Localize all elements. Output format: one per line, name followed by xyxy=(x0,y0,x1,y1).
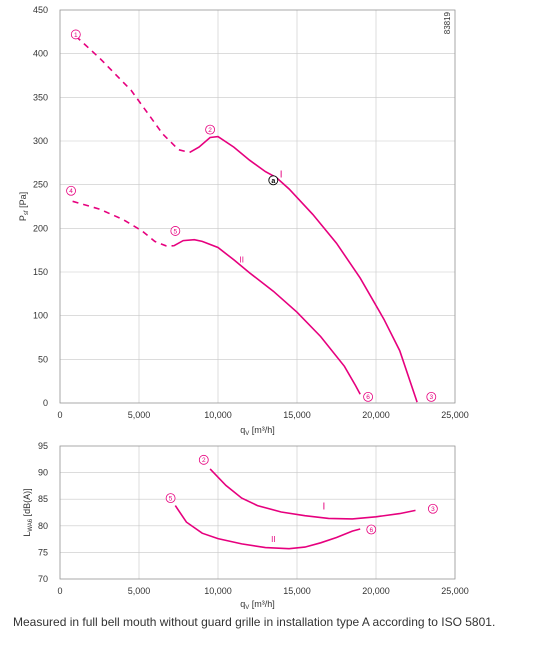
sound-power-chart: 0 5,000 10,000 15,000 20,000 25,000 70 75 80 85 90… xyxy=(22,441,469,611)
x-axis-label: qV [m³/h] xyxy=(240,599,275,611)
marker-label: 6 xyxy=(369,527,373,534)
marker-circle xyxy=(70,29,81,40)
x-tick-label: 20,000 xyxy=(362,586,390,596)
marker-circle xyxy=(198,454,209,465)
curve-point-marker-5: 5 xyxy=(170,226,181,236)
marker-circle xyxy=(426,391,437,402)
figure-code: 83819 xyxy=(443,11,452,34)
curve-point-marker-3: 3 xyxy=(426,391,437,402)
operating-point-label: a xyxy=(271,178,275,185)
y-tick-label: 50 xyxy=(38,354,48,364)
marker-label: 5 xyxy=(174,228,178,235)
curve-point-marker-3: 3 xyxy=(427,503,438,514)
marker-label: 6 xyxy=(366,394,370,401)
series-line-i-solid xyxy=(209,468,416,520)
x-axis-label-main: q xyxy=(240,425,245,435)
y-tick-label: 70 xyxy=(38,574,48,584)
y-axis-label-main: P xyxy=(18,215,28,221)
y-axis-label-unit: [dB(A)] xyxy=(22,488,32,519)
curve-point-marker-2: 2 xyxy=(198,454,209,465)
x-axis-label-unit: [m³/h] xyxy=(249,599,275,609)
marker-circle xyxy=(170,226,181,236)
marker-circle xyxy=(366,524,377,535)
y-axis-label-sub: WA6 xyxy=(28,518,34,531)
curve-point-marker-6: 6 xyxy=(366,524,377,535)
y-tick-label: 85 xyxy=(38,494,48,504)
x-tick-label: 20,000 xyxy=(362,410,390,420)
marker-circle xyxy=(427,503,438,514)
x-tick-label: 25,000 xyxy=(441,586,469,596)
y-axis-label-main: L xyxy=(22,532,32,537)
y-tick-label: 450 xyxy=(33,5,48,15)
plot-frame xyxy=(59,445,456,580)
y-tick-label: 0 xyxy=(43,398,48,408)
y-tick-label: 150 xyxy=(33,267,48,277)
curve-point-marker-6: 6 xyxy=(363,391,374,402)
marker-circle xyxy=(363,391,374,402)
figure-caption: Measured in full bell mouth without guar… xyxy=(13,615,496,629)
x-tick-label: 5,000 xyxy=(128,410,151,420)
x-tick-label: 0 xyxy=(57,586,62,596)
y-tick-label: 200 xyxy=(33,223,48,233)
y-tick-label: 400 xyxy=(33,49,48,59)
marker-label: 4 xyxy=(69,188,73,195)
series-line-ii-solid xyxy=(173,238,361,395)
y-tick-label: 90 xyxy=(38,468,48,478)
x-tick-label: 0 xyxy=(57,410,62,420)
pressure-chart: 0 5,000 10,000 15,000 20,000 25,000 0 50 100 150 2… xyxy=(18,5,469,437)
marker-label: 5 xyxy=(169,495,173,502)
fan-performance-figure: 0 5,000 10,000 15,000 20,000 25,0000501001502… xyxy=(18,5,469,611)
marker-label: 3 xyxy=(429,394,433,401)
marker-label: 3 xyxy=(431,506,435,513)
x-tick-label: 10,000 xyxy=(204,410,232,420)
curve-label-ii: II xyxy=(239,255,243,264)
curve-label-ii: II xyxy=(271,535,275,544)
marker-label: 1 xyxy=(74,32,78,39)
operating-point-marker: a xyxy=(268,175,279,186)
marker-circle xyxy=(205,124,216,135)
y-tick-label: 80 xyxy=(38,521,48,531)
x-axis-label-sub: V xyxy=(245,431,249,437)
y-tick-label: 100 xyxy=(33,311,48,321)
plot-frame xyxy=(59,9,456,404)
x-axis-label-main: q xyxy=(240,599,245,609)
marker-label: 2 xyxy=(208,127,212,134)
y-tick-label: 300 xyxy=(33,136,48,146)
y-tick-label: 95 xyxy=(38,441,48,451)
y-axis-label-unit: [Pa] xyxy=(18,192,28,211)
x-tick-label: 5,000 xyxy=(128,586,151,596)
curve-point-marker-1: 1 xyxy=(70,29,81,40)
x-axis-label-sub: V xyxy=(245,605,249,611)
curve-point-marker-5: 5 xyxy=(165,493,176,504)
series-line-ii-solid xyxy=(174,505,361,550)
y-axis-label: Psf [Pa] xyxy=(18,192,30,221)
y-tick-label: 75 xyxy=(38,547,48,557)
x-tick-label: 15,000 xyxy=(283,586,311,596)
x-tick-label: 10,000 xyxy=(204,586,232,596)
y-axis-label: LWA6 [dB(A)] xyxy=(22,488,34,536)
curve-label-i: I xyxy=(280,170,283,181)
y-axis-label-sub: sf xyxy=(24,210,30,215)
marker-circle xyxy=(165,493,176,504)
y-tick-label: 350 xyxy=(33,92,48,102)
x-tick-label: 15,000 xyxy=(283,410,311,420)
y-tick-label: 250 xyxy=(33,180,48,190)
x-tick-label: 25,000 xyxy=(441,410,469,420)
marker-label: 2 xyxy=(202,457,206,464)
x-axis-label: qV [m³/h] xyxy=(240,425,275,437)
operating-point-circle xyxy=(268,175,279,186)
curve-point-marker-4: 4 xyxy=(66,185,76,196)
series-line-i-solid xyxy=(189,135,418,403)
marker-circle xyxy=(66,185,76,196)
series-line-ii-dashed xyxy=(72,200,174,247)
curve-point-marker-2: 2 xyxy=(205,124,216,135)
x-axis-label-unit: [m³/h] xyxy=(249,425,275,435)
curve-label-i: I xyxy=(322,501,325,512)
